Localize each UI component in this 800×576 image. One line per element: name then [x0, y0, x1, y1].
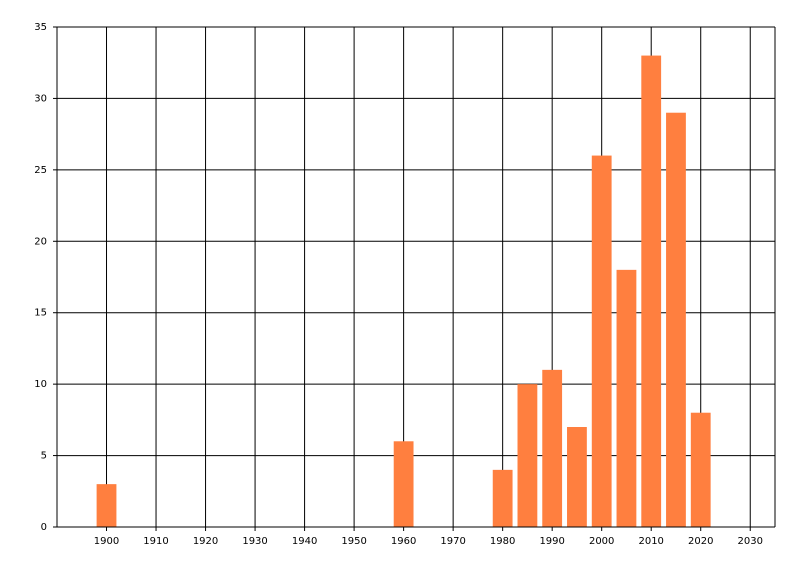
x-tick-label: 1900 [94, 536, 119, 547]
x-tick-label: 2030 [738, 536, 763, 547]
x-tick-label: 1980 [490, 536, 515, 547]
bar [690, 412, 711, 527]
x-tick-label: 1990 [539, 536, 564, 547]
x-tick-label: 1970 [440, 536, 465, 547]
x-tick-label: 1910 [143, 536, 168, 547]
x-tick-label: 2020 [688, 536, 713, 547]
y-tick-label: 10 [34, 379, 47, 390]
bar [492, 469, 513, 527]
y-tick-label: 25 [34, 165, 47, 176]
x-tick-label: 2000 [589, 536, 614, 547]
bar [517, 384, 538, 527]
x-tick-label: 1930 [242, 536, 267, 547]
bar [567, 427, 587, 527]
y-tick-label: 35 [34, 22, 47, 33]
bar [666, 112, 686, 527]
bar [542, 369, 563, 527]
x-tick-label: 1940 [292, 536, 317, 547]
bar [641, 55, 662, 527]
bar [591, 155, 612, 528]
y-tick-label: 5 [41, 451, 47, 462]
bar [393, 441, 414, 527]
y-tick-label: 15 [34, 308, 47, 319]
y-tick-label: 30 [34, 93, 47, 104]
bar [616, 269, 637, 527]
x-tick-label: 1950 [341, 536, 366, 547]
y-tick-label: 20 [34, 236, 47, 247]
x-tick-label: 2010 [638, 536, 663, 547]
y-tick-label: 0 [41, 522, 47, 533]
x-tick-label: 1920 [193, 536, 218, 547]
bar [96, 484, 117, 527]
x-tick-label: 1960 [391, 536, 416, 547]
